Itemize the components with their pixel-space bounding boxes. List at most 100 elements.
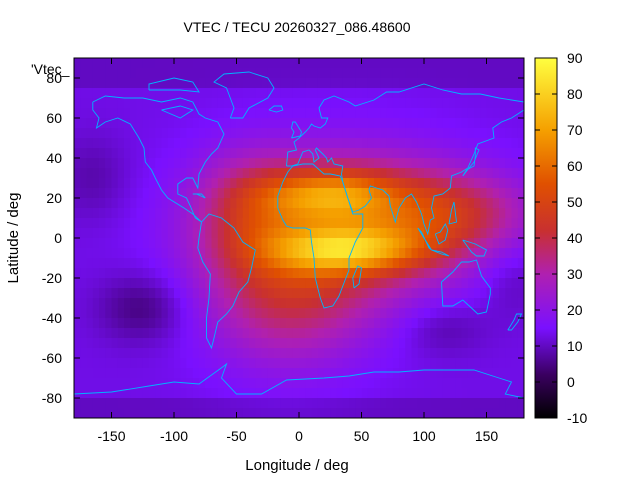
heatmap-cell [180,278,188,289]
heatmap-cell [80,258,88,269]
heatmap-cell [417,258,425,269]
heatmap-cell [505,238,513,249]
heatmap-cell [230,348,238,359]
heatmap-cell [349,278,356,289]
heatmap-cell [167,368,175,379]
heatmap-cell [392,188,400,199]
heatmap-cell [374,398,381,409]
heatmap-cell [430,258,438,269]
heatmap-cell [474,118,481,129]
heatmap-cell [105,168,113,179]
heatmap-cell [242,258,250,269]
heatmap-cell [511,238,519,249]
heatmap-cell [367,308,375,319]
heatmap-cell [124,188,131,199]
heatmap-cell [299,98,306,109]
heatmap-cell [411,118,419,129]
heatmap-cell [211,78,219,89]
heatmap-cell [480,328,488,339]
vtec-heatmap [74,58,524,418]
heatmap-cell [99,238,106,249]
heatmap-cell [192,128,200,139]
heatmap-cell [117,218,125,229]
colorbar-tick-label: 30 [567,266,583,282]
heatmap-cell [342,288,350,299]
heatmap-cell [286,198,294,209]
heatmap-cell [155,148,163,159]
heatmap-cell [180,68,188,79]
heatmap-cell [230,318,238,329]
heatmap-cell [224,208,231,219]
heatmap-cell [249,218,256,229]
heatmap-cell [430,118,438,129]
heatmap-cell [311,258,319,269]
heatmap-cell [255,78,263,89]
heatmap-cell [105,408,113,418]
heatmap-cell [342,148,350,159]
heatmap-cell [305,218,313,229]
heatmap-cell [286,108,294,119]
heatmap-cell [442,218,450,229]
heatmap-cell [99,118,106,129]
heatmap-cell [380,248,388,259]
heatmap-cell [411,368,419,379]
heatmap-cell [186,158,194,169]
heatmap-cell [242,328,250,339]
heatmap-cell [405,268,413,279]
heatmap-cell [474,168,481,179]
heatmap-cell [405,148,413,159]
heatmap-cell [174,248,181,259]
heatmap-cell [367,268,375,279]
heatmap-cell [280,158,288,169]
heatmap-cell [186,198,194,209]
heatmap-cell [424,88,431,99]
heatmap-cell [255,168,263,179]
heatmap-cell [511,148,519,159]
heatmap-cell [455,318,463,329]
heatmap-cell [92,348,100,359]
heatmap-cell [192,168,200,179]
heatmap-cell [305,208,313,219]
heatmap-cell [111,98,119,109]
heatmap-cell [142,88,150,99]
heatmap-cell [80,168,88,179]
heatmap-cell [424,298,431,309]
heatmap-cell [155,358,163,369]
heatmap-cell [192,338,200,349]
heatmap-cell [474,288,481,299]
heatmap-cell [149,188,156,199]
heatmap-cell [355,158,363,169]
heatmap-cell [467,308,475,319]
heatmap-cell [199,218,206,229]
heatmap-cell [199,388,206,399]
heatmap-cell [255,338,263,349]
heatmap-cell [392,268,400,279]
heatmap-cell [380,68,388,79]
heatmap-cell [380,208,388,219]
heatmap-cell [430,148,438,159]
heatmap-cell [349,218,356,229]
heatmap-cell [342,388,350,399]
heatmap-cell [442,178,450,189]
heatmap-cell [192,308,200,319]
heatmap-cell [117,158,125,169]
heatmap-cell [230,188,238,199]
heatmap-cell [467,108,475,119]
heatmap-cell [236,378,244,389]
heatmap-cell [292,308,300,319]
heatmap-cell [317,188,325,199]
heatmap-cell [305,358,313,369]
heatmap-cell [467,168,475,179]
heatmap-cell [411,378,419,389]
heatmap-cell [224,318,231,329]
heatmap-cell [324,138,331,149]
heatmap-cell [174,68,181,79]
heatmap-cell [417,348,425,359]
heatmap-cell [305,148,313,159]
heatmap-cell [105,338,113,349]
heatmap-cell [474,358,481,369]
heatmap-cell [92,118,100,129]
heatmap-cell [142,278,150,289]
heatmap-cell [92,58,100,69]
heatmap-cell [374,168,381,179]
